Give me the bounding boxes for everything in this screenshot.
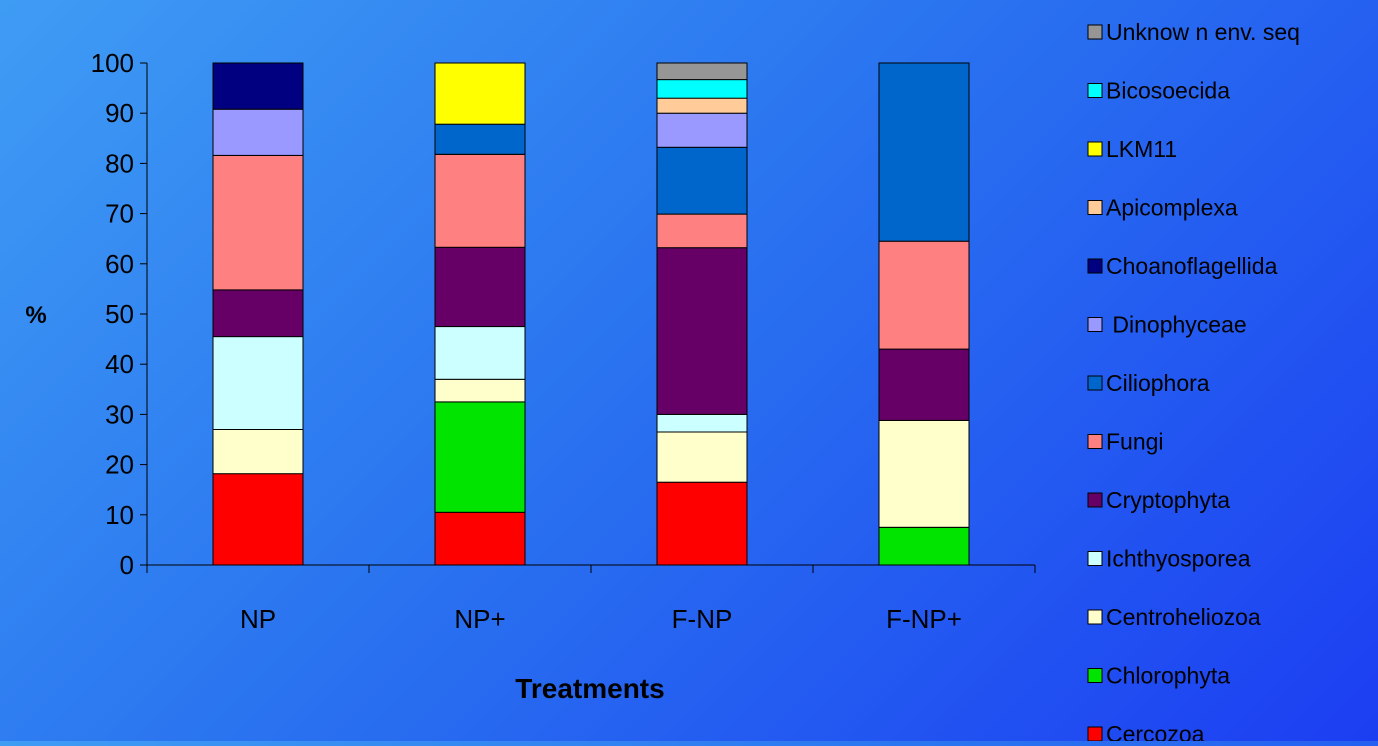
legend-swatch (1087, 200, 1103, 215)
bar-f-np-apicomplexa (656, 97, 748, 114)
bar-f-np-cercozoa (656, 481, 748, 566)
legend-label: Ciliophora (1106, 370, 1210, 396)
bar-np--ciliophora (434, 123, 526, 155)
bar-np-cercozoa (212, 473, 304, 566)
bar-np--chlorophyta (434, 401, 526, 513)
y-tick-label: 100 (91, 48, 134, 78)
bar-f-np--cryptophyta (878, 348, 970, 421)
legend-label: LKM11 (1106, 136, 1177, 162)
x-tick-label: F-NP+ (886, 604, 962, 634)
y-tick-label: 10 (105, 500, 134, 530)
legend-swatch (1087, 434, 1103, 449)
legend: Unknow n env. seq Bicosoecida LKM11 Apicomp… (1087, 19, 1300, 746)
axes-layer: 0 10 20 30 40 50 60 70 80 90 100 NP NP+ F-NP F-NP+ (91, 48, 1036, 634)
legend-swatch (1087, 24, 1103, 40)
y-tick-label: 0 (120, 550, 134, 580)
y-tick-label: 90 (105, 98, 134, 128)
bar-f-np-unknow-n-env-seq (656, 62, 748, 81)
bar-np--lkm11 (434, 62, 526, 125)
bar-np-dinophyceae (212, 108, 304, 156)
bar-f-np-ciliophora (656, 146, 748, 215)
legend-swatch (1087, 726, 1103, 742)
legend-label: Cercozoa (1106, 721, 1205, 741)
bar-f-np-cryptophyta (656, 247, 748, 415)
legend-swatch (1087, 83, 1103, 98)
y-tick-label: 60 (105, 249, 134, 279)
x-tick-label: NP (240, 604, 276, 634)
legend-label: Apicomplexa (1106, 195, 1238, 221)
legend-swatch (1087, 668, 1103, 683)
y-tick-label: 70 (105, 199, 134, 229)
bar-np-ichthyosporea (212, 336, 304, 431)
legend-label: Centroheliozoa (1106, 604, 1261, 630)
legend-swatch (1087, 492, 1103, 508)
legend-swatch (1087, 551, 1103, 566)
legend-label: Dinophyceae (1106, 312, 1247, 338)
legend-label: Cryptophyta (1106, 487, 1230, 513)
legend-swatch (1087, 375, 1103, 391)
bar-f-np--ciliophora (878, 62, 970, 242)
bar-f-np-dinophyceae (656, 112, 748, 148)
x-axis-label: Treatments (515, 673, 664, 704)
bar-f-np-fungi (656, 213, 748, 249)
bar-np--cryptophyta (434, 246, 526, 327)
legend-label: Bicosoecida (1106, 78, 1230, 104)
legend-swatch (1087, 609, 1103, 625)
legend-swatch (1087, 317, 1103, 332)
bar-f-np--fungi (878, 240, 970, 350)
x-tick-label: F-NP (672, 604, 733, 634)
bar-np-fungi (212, 154, 304, 291)
bar-np--fungi (434, 153, 526, 248)
bar-f-np--chlorophyta (878, 526, 970, 566)
bar-np-choanoflagellida (212, 62, 304, 110)
legend-label: Ichthyosporea (1106, 546, 1251, 572)
x-tick-label: NP+ (454, 604, 505, 634)
bar-np--ichthyosporea (434, 326, 526, 380)
y-axis-label: % (25, 302, 46, 329)
y-tick-label: 40 (105, 349, 134, 379)
bar-f-np-ichthyosporea (656, 413, 748, 433)
legend-label: Choanoflagellida (1106, 253, 1278, 279)
legend-label: Chlorophyta (1106, 663, 1230, 689)
y-tick-label: 80 (105, 148, 134, 178)
bar-np-cryptophyta (212, 289, 304, 338)
bar-f-np--centroheliozoa (878, 419, 970, 528)
y-tick-label: 30 (105, 399, 134, 429)
y-tick-label: 50 (105, 299, 134, 329)
legend-swatch (1087, 141, 1103, 157)
bar-np-centroheliozoa (212, 429, 304, 475)
legend-swatch (1087, 258, 1103, 274)
legend-label: Fungi (1106, 429, 1164, 455)
legend-label: Unknow n env. seq (1106, 19, 1300, 45)
bar-np--cercozoa (434, 511, 526, 566)
bar-f-np-centroheliozoa (656, 431, 748, 483)
bar-np--centroheliozoa (434, 378, 526, 403)
bar-f-np-bicosoecida (656, 79, 748, 99)
y-tick-label: 20 (105, 450, 134, 480)
bars-layer (212, 62, 970, 566)
